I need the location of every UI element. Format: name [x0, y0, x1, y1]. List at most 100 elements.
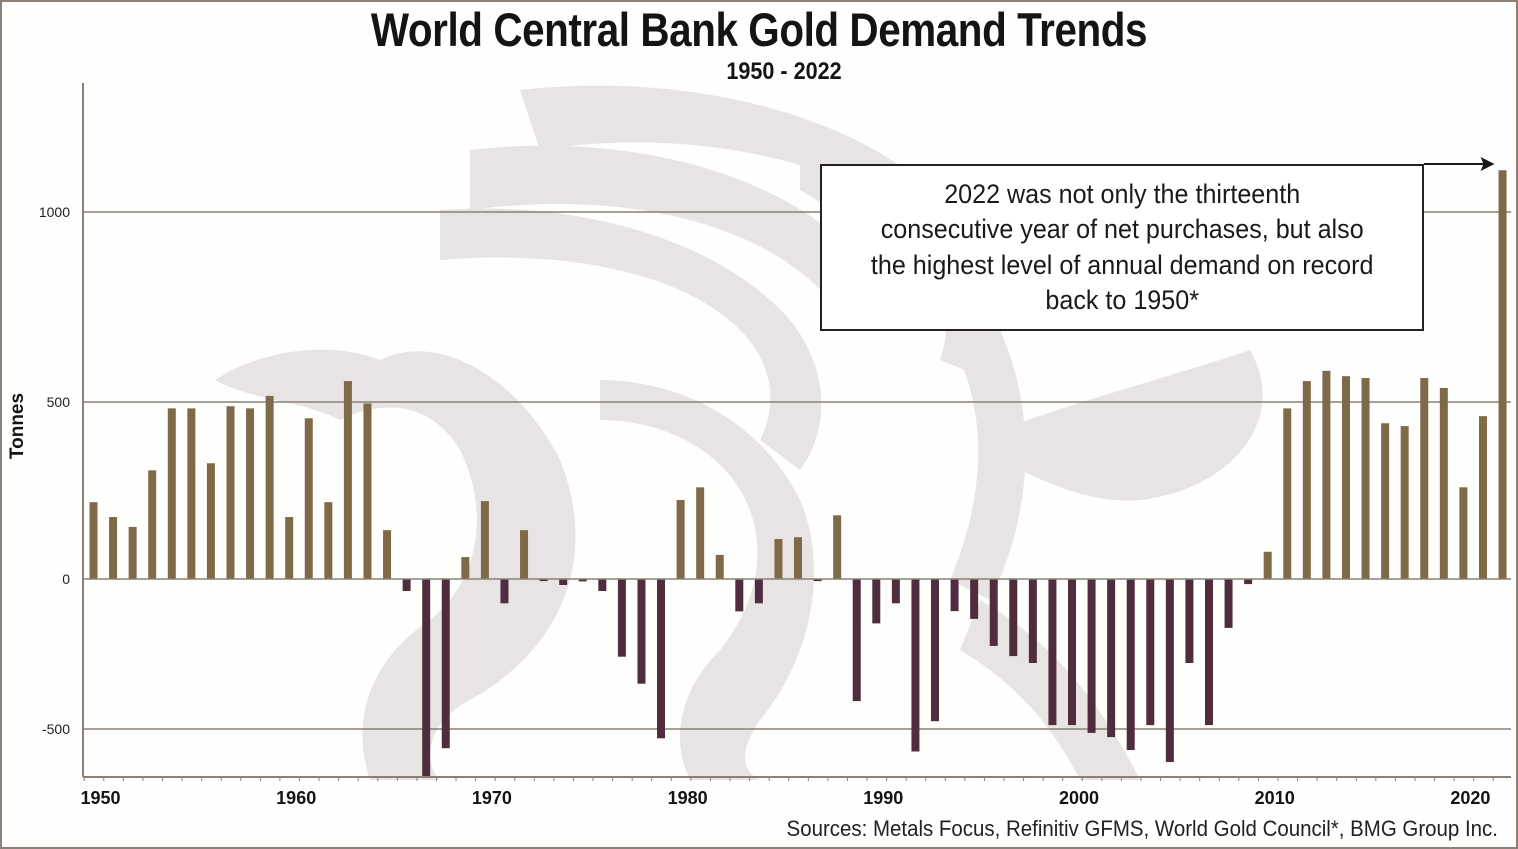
bar-1981 [696, 487, 705, 579]
bar-2000 [1068, 579, 1076, 726]
y-tick-label-1000: 1000 [39, 204, 70, 220]
bar-1959 [265, 395, 274, 579]
bar-1953 [148, 470, 157, 579]
bar-1960 [285, 517, 294, 579]
bar-1951 [109, 517, 118, 579]
bar-1967 [422, 579, 431, 777]
bar-2012 [1302, 381, 1311, 579]
bar-2017 [1400, 426, 1409, 579]
bar-1962 [324, 502, 333, 579]
bar-2001 [1087, 579, 1096, 733]
x-tick-label-2010: 2010 [1255, 788, 1295, 808]
bar-2019 [1439, 387, 1448, 579]
x-tick-label-1980: 1980 [668, 788, 708, 808]
x-tick-label-1990: 1990 [863, 788, 903, 808]
bar-1988 [833, 515, 842, 579]
x-tick-label-2020: 2020 [1450, 788, 1490, 808]
bar-1969 [461, 557, 470, 579]
watermark-shape [470, 145, 870, 300]
chart-subtitle: 1950 - 2022 [726, 58, 842, 85]
bar-1964 [363, 403, 372, 579]
bar-1972 [520, 530, 529, 579]
bars [89, 170, 1507, 777]
x-tick-label-1970: 1970 [472, 788, 512, 808]
chart-title: World Central Bank Gold Demand Trends [370, 3, 1148, 56]
bar-1991 [891, 579, 900, 604]
bar-2008 [1224, 579, 1233, 628]
bar-2014 [1341, 376, 1350, 579]
watermark-shape [215, 349, 576, 780]
y-tick-label--500: -500 [42, 721, 70, 737]
x-tick-label-1960: 1960 [276, 788, 316, 808]
bar-1963 [343, 381, 352, 579]
griffin-watermark [215, 85, 1263, 780]
bar-1968 [441, 579, 450, 749]
bar-1979 [657, 579, 666, 739]
bar-1987 [813, 579, 822, 582]
bar-1990 [872, 579, 881, 624]
bar-1975 [578, 579, 587, 582]
arrow-head-icon [1480, 157, 1495, 171]
x-tick-label-1950: 1950 [80, 788, 120, 808]
bar-1961 [304, 418, 313, 579]
watermark-shape [520, 85, 1000, 380]
bar-1957 [226, 406, 235, 579]
watermark-shape [440, 208, 822, 470]
bar-1998 [1028, 579, 1037, 663]
bar-1986 [794, 537, 803, 579]
bar-1995 [970, 579, 979, 619]
bar-1992 [911, 579, 920, 752]
bar-1982 [715, 554, 724, 579]
bar-2009 [1244, 579, 1253, 585]
x-tick-labels: 1950 1960 1970 1980 1990 2000 2010 2020 [80, 788, 1490, 808]
bar-1971 [500, 579, 509, 604]
bar-2003 [1126, 579, 1135, 750]
y-axis-label: Tonnes [7, 392, 28, 460]
bar-1950 [89, 502, 98, 579]
x-tick-label-2000: 2000 [1059, 788, 1099, 808]
y-tick-label-0: 0 [62, 571, 70, 587]
bar-1955 [187, 408, 196, 579]
bar-1984 [754, 579, 763, 604]
annotation-arrow [1424, 157, 1495, 171]
bar-1965 [383, 530, 392, 579]
watermark-shape [600, 380, 815, 780]
bar-1977 [617, 579, 626, 657]
bar-2013 [1322, 370, 1331, 579]
bar-1976 [598, 579, 607, 591]
bar-1973 [539, 579, 548, 582]
watermark-shape [1000, 350, 1263, 501]
bar-1970 [480, 501, 489, 579]
bar-1978 [637, 579, 646, 684]
bar-1999 [1048, 579, 1057, 726]
bar-2022 [1498, 170, 1507, 579]
bar-1994 [950, 579, 959, 612]
bar-1993 [931, 579, 940, 722]
bar-1952 [128, 526, 137, 579]
bar-2005 [1165, 579, 1174, 762]
bar-2004 [1146, 579, 1155, 726]
bar-1954 [167, 408, 176, 579]
bar-2020 [1459, 487, 1468, 579]
bar-1997 [1009, 579, 1018, 657]
bar-2018 [1420, 378, 1429, 579]
bar-2006 [1185, 579, 1194, 663]
bar-1983 [735, 579, 744, 612]
bar-2016 [1381, 423, 1390, 579]
y-tick-labels: -500 0 500 1000 [39, 204, 70, 737]
bar-2015 [1361, 378, 1370, 579]
bar-2007 [1204, 579, 1213, 726]
bar-2010 [1263, 551, 1272, 579]
bar-2011 [1283, 408, 1292, 579]
bar-2002 [1107, 579, 1116, 738]
bar-1985 [774, 538, 783, 579]
bar-1989 [852, 579, 861, 702]
bar-1980 [676, 500, 685, 579]
sources-footnote: Sources: Metals Focus, Refinitiv GFMS, W… [786, 816, 1498, 841]
annotation-box: 2022 was not only the thirteenth consecu… [820, 164, 1424, 331]
y-tick-label-500: 500 [47, 394, 71, 410]
bar-1958 [246, 408, 255, 579]
annotation-text: 2022 was not only the thirteenth consecu… [870, 178, 1374, 316]
bar-1974 [559, 579, 568, 585]
